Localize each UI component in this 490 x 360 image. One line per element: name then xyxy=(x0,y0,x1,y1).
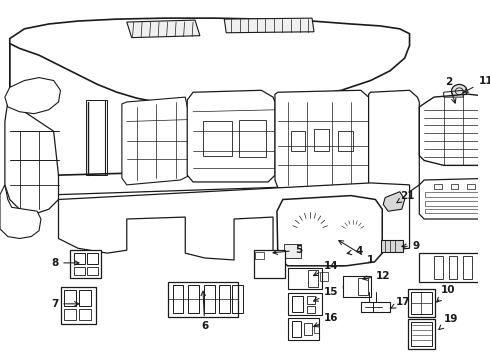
Bar xyxy=(448,256,457,279)
Bar xyxy=(425,192,490,197)
Bar xyxy=(204,285,215,312)
Bar xyxy=(86,100,107,175)
Text: 12: 12 xyxy=(363,271,391,280)
Bar xyxy=(61,287,96,324)
Polygon shape xyxy=(10,18,410,104)
Bar xyxy=(284,244,301,258)
Bar xyxy=(64,309,76,320)
Text: 7: 7 xyxy=(51,299,79,309)
Bar xyxy=(74,253,85,264)
Bar xyxy=(307,306,315,312)
Bar xyxy=(463,256,472,279)
Polygon shape xyxy=(419,178,490,219)
Bar xyxy=(450,184,458,189)
Bar xyxy=(255,252,264,259)
Text: 16: 16 xyxy=(314,314,339,327)
Text: 19: 19 xyxy=(439,314,458,329)
Bar xyxy=(434,184,442,189)
Ellipse shape xyxy=(286,205,335,260)
Bar xyxy=(484,184,490,189)
Bar xyxy=(232,285,243,312)
Bar xyxy=(203,121,232,156)
Ellipse shape xyxy=(334,245,349,261)
Bar xyxy=(292,296,303,312)
Bar xyxy=(87,253,98,264)
Ellipse shape xyxy=(334,211,372,254)
Bar xyxy=(253,250,285,278)
Text: 9: 9 xyxy=(402,241,420,251)
Bar xyxy=(467,184,475,189)
Bar xyxy=(320,272,328,282)
Bar xyxy=(288,268,322,289)
Text: 4: 4 xyxy=(347,246,363,256)
Bar xyxy=(307,296,315,304)
Bar xyxy=(314,129,329,151)
Bar xyxy=(434,256,442,279)
Text: 1: 1 xyxy=(339,240,374,265)
Bar xyxy=(408,289,435,316)
Text: 2: 2 xyxy=(445,77,456,103)
Bar xyxy=(478,256,487,279)
Bar xyxy=(411,322,432,346)
Ellipse shape xyxy=(329,240,354,266)
Bar xyxy=(220,285,230,312)
Bar xyxy=(343,275,370,297)
Text: 5: 5 xyxy=(273,245,302,255)
Polygon shape xyxy=(122,97,190,185)
Bar xyxy=(408,319,435,349)
Text: 6: 6 xyxy=(201,291,208,331)
Polygon shape xyxy=(58,183,410,260)
Text: 13: 13 xyxy=(0,359,1,360)
Bar xyxy=(188,285,199,312)
Bar xyxy=(87,267,98,275)
Polygon shape xyxy=(0,185,41,239)
Bar xyxy=(172,285,183,312)
Polygon shape xyxy=(368,90,419,192)
Polygon shape xyxy=(127,20,200,38)
Polygon shape xyxy=(224,18,314,33)
Text: 18: 18 xyxy=(0,359,1,360)
Bar xyxy=(291,131,305,151)
Bar xyxy=(425,209,490,213)
Text: 21: 21 xyxy=(397,190,415,203)
Bar xyxy=(308,270,318,287)
Text: 20: 20 xyxy=(0,359,1,360)
Bar xyxy=(74,267,85,275)
Bar xyxy=(288,319,319,340)
Text: 14: 14 xyxy=(314,261,339,276)
Bar xyxy=(292,321,301,337)
Bar xyxy=(361,302,390,312)
Bar xyxy=(168,282,238,316)
Bar xyxy=(288,293,322,315)
Bar xyxy=(64,290,76,306)
Polygon shape xyxy=(187,90,275,182)
Text: 10: 10 xyxy=(437,285,456,302)
Bar xyxy=(381,240,403,252)
Bar xyxy=(79,309,91,320)
Text: 11: 11 xyxy=(464,76,490,92)
Bar xyxy=(304,323,312,335)
Bar xyxy=(339,131,353,151)
Bar xyxy=(239,120,266,157)
Text: 8: 8 xyxy=(51,258,79,268)
Bar xyxy=(79,290,91,306)
Bar xyxy=(314,325,319,333)
Polygon shape xyxy=(5,44,58,214)
Bar xyxy=(419,253,490,282)
Bar xyxy=(411,292,432,314)
Ellipse shape xyxy=(264,259,274,269)
Bar xyxy=(70,250,101,278)
Polygon shape xyxy=(277,195,382,266)
Text: 15: 15 xyxy=(314,287,339,301)
Ellipse shape xyxy=(451,85,467,98)
Bar xyxy=(425,202,490,206)
Polygon shape xyxy=(419,94,490,165)
Bar xyxy=(358,278,368,295)
Polygon shape xyxy=(5,78,60,114)
Polygon shape xyxy=(383,192,405,211)
Polygon shape xyxy=(275,90,370,188)
Text: 3: 3 xyxy=(0,359,1,360)
Text: 17: 17 xyxy=(390,297,410,309)
